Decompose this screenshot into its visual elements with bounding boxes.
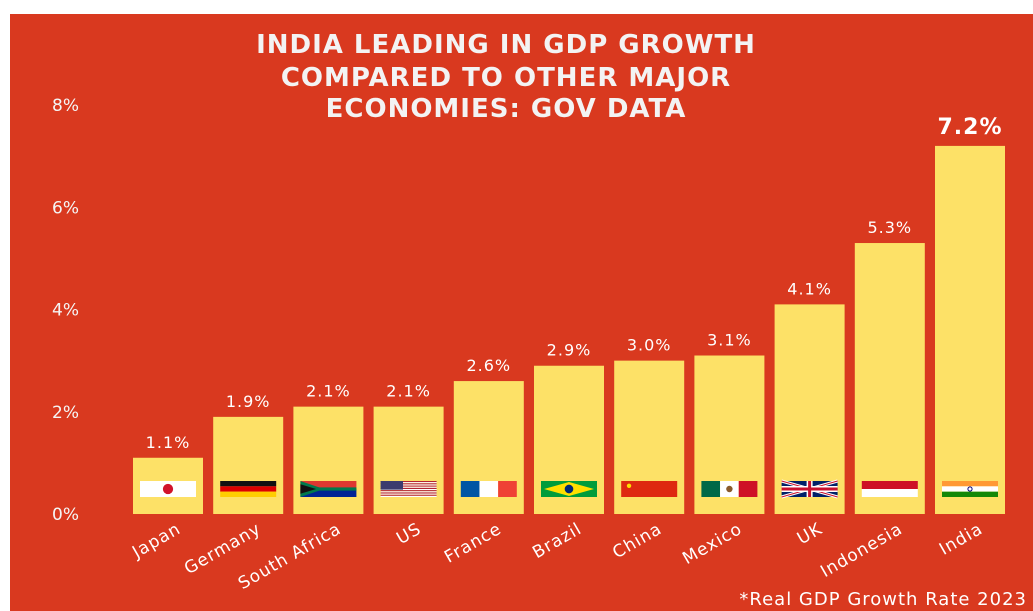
- y-tick-label: 8%: [52, 96, 79, 116]
- south-africa-flag: [300, 481, 357, 497]
- x-tick-label: Mexico: [679, 519, 746, 569]
- data-label: 2.1%: [386, 382, 431, 401]
- chart-title-line: COMPARED TO OTHER MAJOR: [281, 63, 731, 93]
- data-label: 3.0%: [627, 336, 672, 355]
- france-flag: [460, 481, 517, 497]
- bar: [854, 243, 925, 514]
- data-label: 2.1%: [306, 382, 351, 401]
- data-label: 4.1%: [787, 279, 832, 298]
- data-label: 1.1%: [146, 433, 191, 452]
- bar: [373, 406, 444, 514]
- brazil-flag: [541, 481, 597, 497]
- bar: [774, 304, 845, 514]
- mexico-flag: [701, 481, 758, 497]
- bar: [935, 145, 1005, 514]
- chart-title-line: INDIA LEADING IN GDP GROWTH: [256, 30, 756, 60]
- y-tick-label: 6%: [52, 198, 79, 218]
- x-tick-label: Japan: [128, 519, 184, 563]
- y-tick-label: 2%: [52, 403, 79, 423]
- x-tick-label: China: [609, 519, 665, 563]
- data-label: 3.1%: [707, 331, 752, 350]
- bar: [293, 406, 364, 514]
- y-tick-label: 0%: [52, 505, 79, 525]
- data-label: 2.9%: [547, 341, 592, 360]
- data-label: 1.9%: [226, 392, 271, 411]
- data-label: 7.2%: [937, 115, 1002, 140]
- india-flag: [942, 481, 998, 497]
- chart-title-line: ECONOMIES: GOV DATA: [326, 94, 687, 124]
- x-tick-label: Indonesia: [817, 519, 906, 582]
- china-flag: [621, 481, 678, 497]
- uk-flag: [781, 479, 839, 499]
- indonesia-flag: [861, 481, 918, 497]
- x-tick-label: France: [441, 519, 505, 568]
- us-flag: [380, 481, 437, 497]
- x-tick-label: US: [393, 519, 425, 549]
- y-tick-label: 4%: [52, 301, 79, 321]
- x-tick-label: UK: [794, 519, 826, 549]
- data-label: 5.3%: [867, 218, 912, 237]
- germany-flag: [220, 481, 277, 497]
- x-tick-label: India: [936, 519, 986, 560]
- japan-flag: [140, 481, 196, 497]
- data-label: 2.6%: [466, 356, 511, 375]
- x-tick-label: Brazil: [529, 519, 585, 563]
- bar: [213, 416, 284, 514]
- footnote: *Real GDP Growth Rate 2023: [739, 589, 1027, 610]
